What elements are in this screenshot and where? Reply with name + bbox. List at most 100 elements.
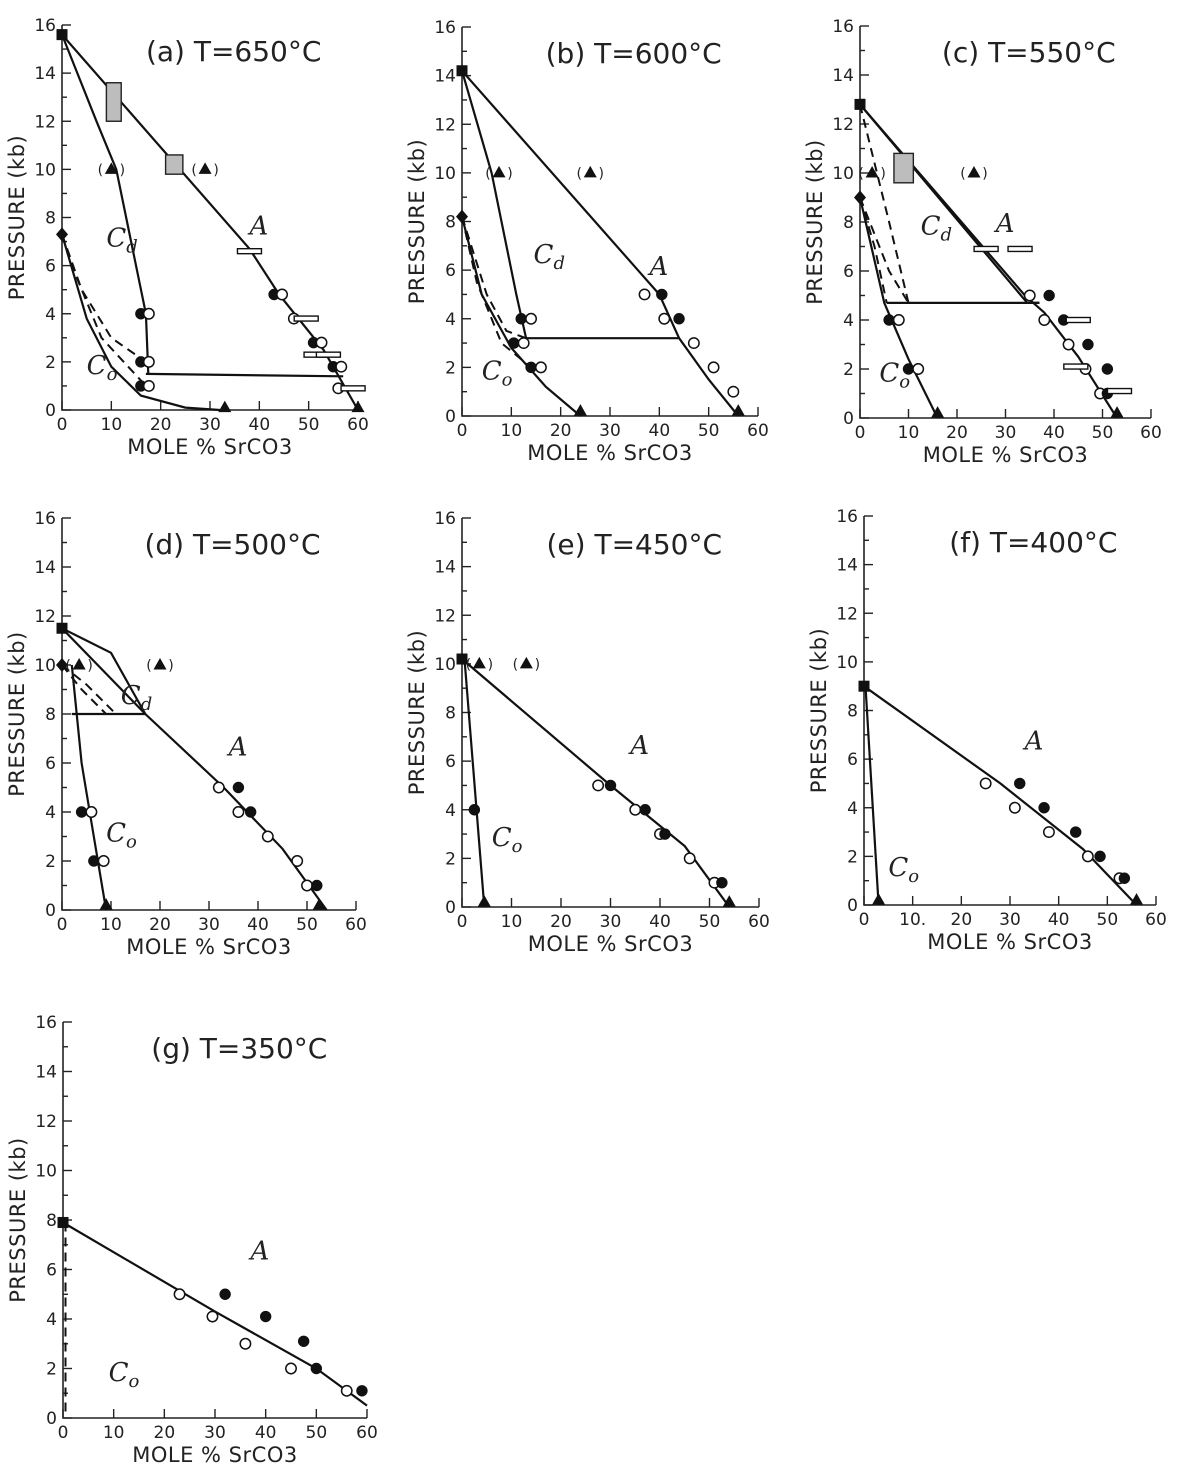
y-axis-title: PRESSURE (kb) [5, 135, 29, 300]
open-circle-point [212, 781, 225, 794]
y-tick-label: 10 [35, 1162, 57, 1182]
filled-circle-point [673, 313, 685, 325]
filled-circle-point [468, 804, 481, 816]
y-axis-title: PRESSURE (kb) [807, 628, 831, 793]
triangle-point [731, 404, 745, 416]
x-tick-label: 40 [1048, 910, 1070, 930]
triangle-point [472, 656, 486, 669]
y-tick-label: 0 [847, 896, 858, 916]
y-tick-label: 8 [445, 213, 456, 233]
x-tick-label: 0 [57, 415, 68, 435]
y-tick-label: 0 [445, 407, 456, 427]
bar-marker-point [340, 385, 366, 392]
filled-circle-point [1014, 777, 1026, 790]
open-circle-point [261, 830, 274, 843]
x-axis-title: MOLE % SrCO3 [528, 932, 693, 956]
axis-lines [461, 27, 758, 417]
open-circle-point [206, 1310, 219, 1323]
paren-close: ) [880, 166, 885, 182]
phase-boundary-line [60, 233, 220, 412]
open-circle-point [979, 777, 992, 790]
bar-marker-point [973, 245, 999, 253]
panel-a: 0 2 4 6 8 10 12 14 16 0 10 20 30 40 50 60 MOLE % SrCO3 PR… [5, 16, 369, 459]
bar-marker-point [236, 247, 263, 255]
x-axis-title: MOLE % SrCO3 [927, 930, 1092, 954]
y-tick-label: 2 [847, 847, 858, 867]
square-endpoint [854, 98, 866, 110]
y-tick-label: 4 [46, 1310, 57, 1330]
y-tick-label: 2 [45, 852, 56, 872]
x-tick-label: 60 [748, 912, 770, 932]
filled-circle-point [1070, 826, 1082, 838]
x-tick-label: 10. [899, 910, 926, 930]
phase-boundary-line [461, 70, 740, 417]
y-tick-label: 16 [832, 17, 854, 37]
triangle-point [1130, 893, 1144, 905]
filled-circle-point [311, 879, 323, 892]
filled-circle-point [1038, 802, 1050, 814]
y-tick-label: 12 [836, 604, 858, 624]
y-tick-label: 12 [34, 607, 56, 627]
region-label: A [994, 209, 1015, 239]
region-label: A [247, 211, 268, 241]
filled-circle-point [259, 1310, 272, 1323]
y-axis-title: PRESSURE (kb) [405, 630, 429, 795]
y-tick-label: 10 [836, 653, 858, 673]
diamond-endpoint [456, 209, 468, 224]
panel-title: (e) T=450°C [546, 528, 722, 561]
region-label: A [1023, 726, 1044, 756]
x-axis-title: MOLE % SrCO3 [132, 1443, 297, 1467]
y-tick-label: 16 [836, 507, 858, 527]
filled-circle-point [297, 1335, 310, 1347]
y-tick-label: 12 [434, 606, 456, 626]
stippled-region-point [893, 152, 915, 184]
triangle-point [218, 400, 232, 413]
dashed-boundary-line [859, 104, 910, 304]
y-tick-label: 14 [434, 67, 456, 87]
x-tick-label: 50 [1092, 423, 1114, 443]
open-circle-point [517, 337, 530, 350]
region-label: Cd [106, 223, 137, 257]
y-tick-label: 0 [843, 409, 854, 429]
y-tick-label: 14 [35, 1063, 57, 1083]
y-tick-label: 6 [45, 754, 56, 774]
paren-open: ( [65, 658, 70, 674]
region-label: Co [888, 853, 919, 887]
paren-close: ) [507, 166, 512, 182]
open-circle-point [85, 806, 98, 818]
panel-title: (c) T=550°C [942, 36, 1116, 69]
x-tick-label: 20 [150, 415, 172, 435]
x-tick-label: 50 [296, 915, 318, 935]
x-tick-label: 30 [204, 1423, 226, 1443]
panel-title: (g) T=350°C [151, 1032, 327, 1065]
triangle-point [967, 166, 981, 178]
panel-d: 0 2 4 6 8 10 12 14 16 0 10 20 30 40 50 60 MOLE % SrCO3 PR… [5, 509, 367, 959]
x-axis-title: MOLE % SrCO3 [527, 441, 692, 465]
y-tick-label: 8 [45, 209, 56, 229]
dashed-boundary-line [61, 233, 147, 363]
x-tick-label: 20 [951, 910, 973, 930]
triangle-point [198, 162, 212, 174]
x-tick-label: 20 [550, 912, 572, 932]
region-label: Co [106, 818, 137, 852]
y-tick-label: 2 [843, 360, 854, 380]
y-tick-label: 6 [445, 752, 456, 772]
region-label: Co [87, 351, 118, 385]
paren-open: ( [577, 166, 582, 182]
paren-open: ( [858, 166, 863, 182]
triangle-point [583, 165, 597, 178]
filled-circle-point [508, 337, 520, 349]
open-circle-point [592, 779, 605, 792]
open-circle-point [291, 855, 304, 867]
paren-close: ) [120, 162, 125, 178]
paren-open: ( [485, 166, 490, 182]
y-tick-label: 12 [34, 112, 56, 132]
open-circle-point [707, 361, 720, 374]
half-filled-point [327, 360, 348, 373]
diamond-endpoint [56, 227, 68, 242]
y-tick-label: 4 [847, 799, 858, 819]
filled-circle-point [883, 314, 895, 326]
phase-boundary-line [61, 627, 147, 715]
phase-boundary-line [61, 627, 328, 911]
open-circle-point [638, 288, 651, 301]
